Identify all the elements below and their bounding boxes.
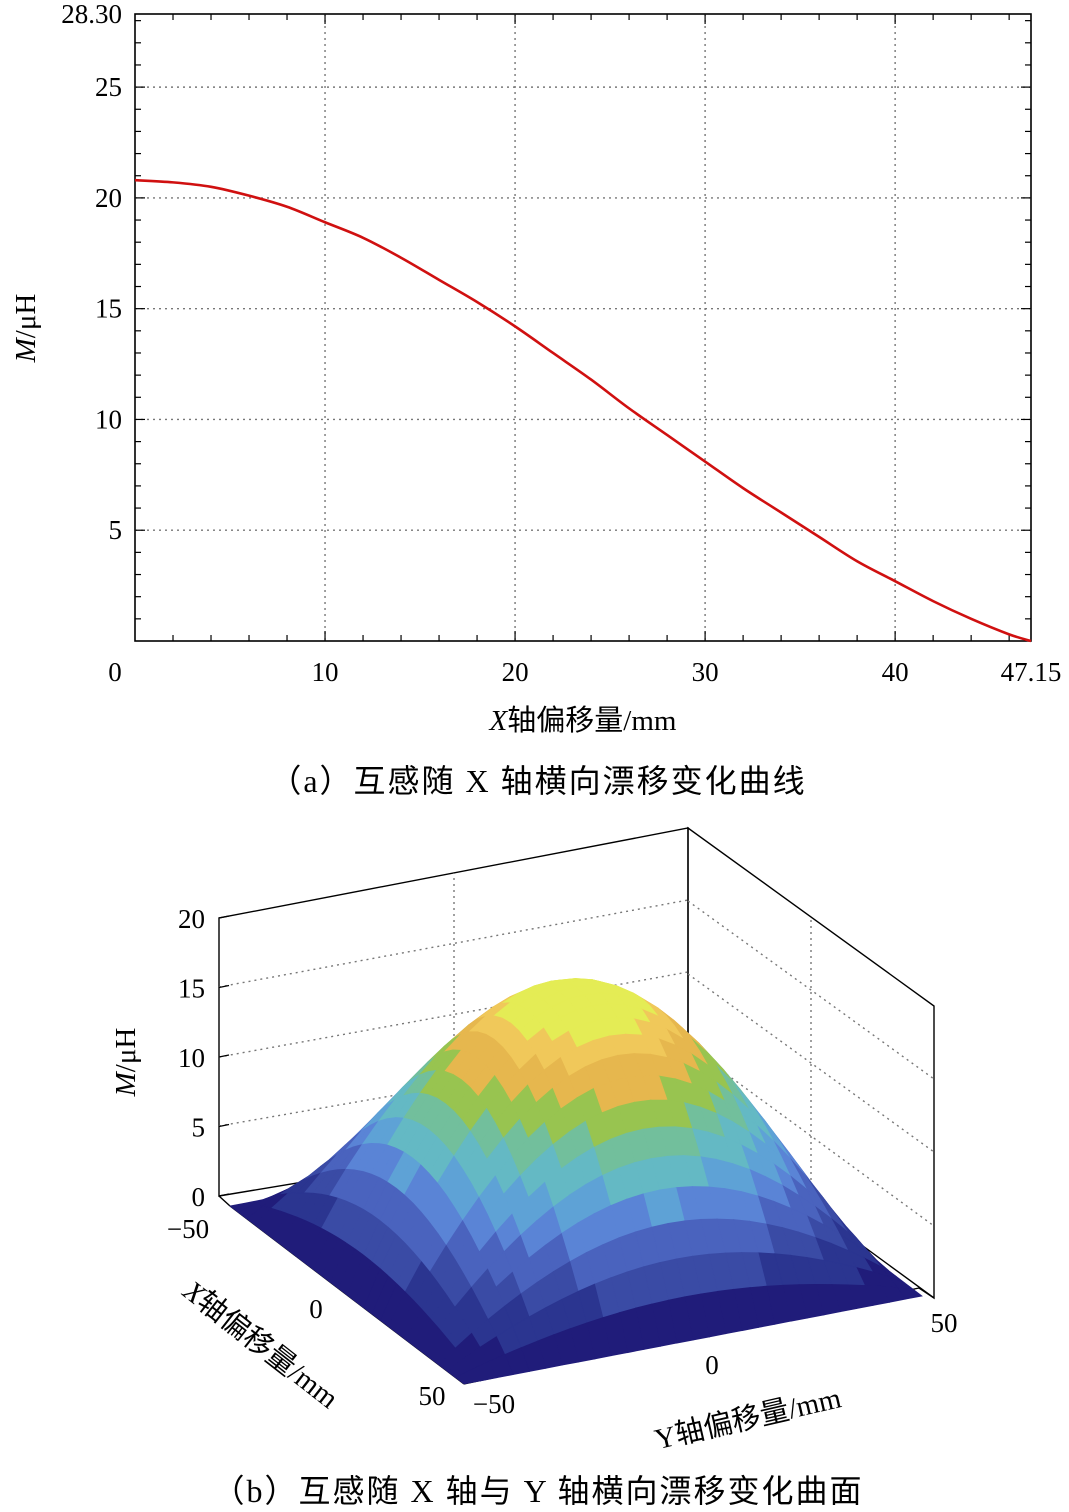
line-chart: 0 10 20 30 40 47.15 5 10 15 20 25 28.30 X轴偏移量/mm M… bbox=[10, 0, 1061, 799]
x-axis-var: X bbox=[489, 705, 509, 737]
z-axis-label: M/μH bbox=[110, 1028, 142, 1098]
z-tick-label: 5 bbox=[192, 1113, 206, 1143]
z-tick-labels: 0 5 10 15 20 bbox=[178, 904, 229, 1212]
x-tick-label: 47.15 bbox=[1001, 657, 1062, 687]
z-tick-label: 10 bbox=[178, 1043, 205, 1073]
y-tick-label: 15 bbox=[95, 294, 122, 324]
plot-frame bbox=[135, 14, 1031, 641]
z-axis-text: /μH bbox=[110, 1028, 142, 1073]
caption-a: （a）互感随 X 轴横向漂移变化曲线 bbox=[269, 763, 806, 799]
x-tick-0: 0 bbox=[309, 1294, 323, 1324]
y-axis-var: M bbox=[10, 336, 42, 363]
z-tick-label: 15 bbox=[178, 974, 205, 1004]
x-tick-50: 50 bbox=[419, 1381, 446, 1411]
x-tick-label: 10 bbox=[312, 657, 339, 687]
z-tick-mark bbox=[219, 1055, 229, 1057]
x-tick-label: 40 bbox=[882, 657, 909, 687]
y-tick-label: 10 bbox=[95, 404, 122, 434]
y-axis-label-3d: Y轴偏移量/mm bbox=[652, 1381, 845, 1456]
z-tick-label: 0 bbox=[192, 1182, 206, 1212]
y-axis-text-3d: 轴偏移量/mm bbox=[672, 1381, 845, 1451]
y-tick-label: 20 bbox=[95, 183, 122, 213]
y-tick-label: 28.30 bbox=[61, 0, 122, 29]
x-tick-label: 20 bbox=[502, 657, 529, 687]
y-tick-minus50: −50 bbox=[473, 1389, 515, 1419]
y-tick-labels: 5 10 15 20 25 28.30 bbox=[61, 0, 122, 545]
z-tick-label: 20 bbox=[178, 904, 205, 934]
y-tick-50: 50 bbox=[931, 1308, 958, 1338]
y-tick-label: 5 bbox=[109, 515, 123, 545]
x-tick-label: 30 bbox=[692, 657, 719, 687]
y-axis-text: /μH bbox=[10, 294, 42, 339]
caption-b: （b）互感随 X 轴与 Y 轴横向漂移变化曲面 bbox=[212, 1473, 863, 1509]
x-tick-labels: 0 10 20 30 40 47.15 bbox=[108, 657, 1061, 687]
x-axis-label: X轴偏移量/mm bbox=[489, 704, 677, 737]
grid-lines bbox=[135, 14, 1031, 641]
tick-marks bbox=[135, 14, 1031, 641]
x-axis-text: 轴偏移量/mm bbox=[507, 704, 677, 737]
x-tick-minus50: −50 bbox=[167, 1214, 209, 1244]
y-tick-label: 25 bbox=[95, 72, 122, 102]
y-axis-label: M/μH bbox=[10, 294, 42, 364]
z-axis-var: M bbox=[110, 1070, 142, 1097]
surface-bands bbox=[230, 979, 922, 1385]
series-line bbox=[135, 180, 1031, 641]
x-tick-label: 0 bbox=[108, 657, 122, 687]
y-tick-0: 0 bbox=[705, 1350, 719, 1380]
